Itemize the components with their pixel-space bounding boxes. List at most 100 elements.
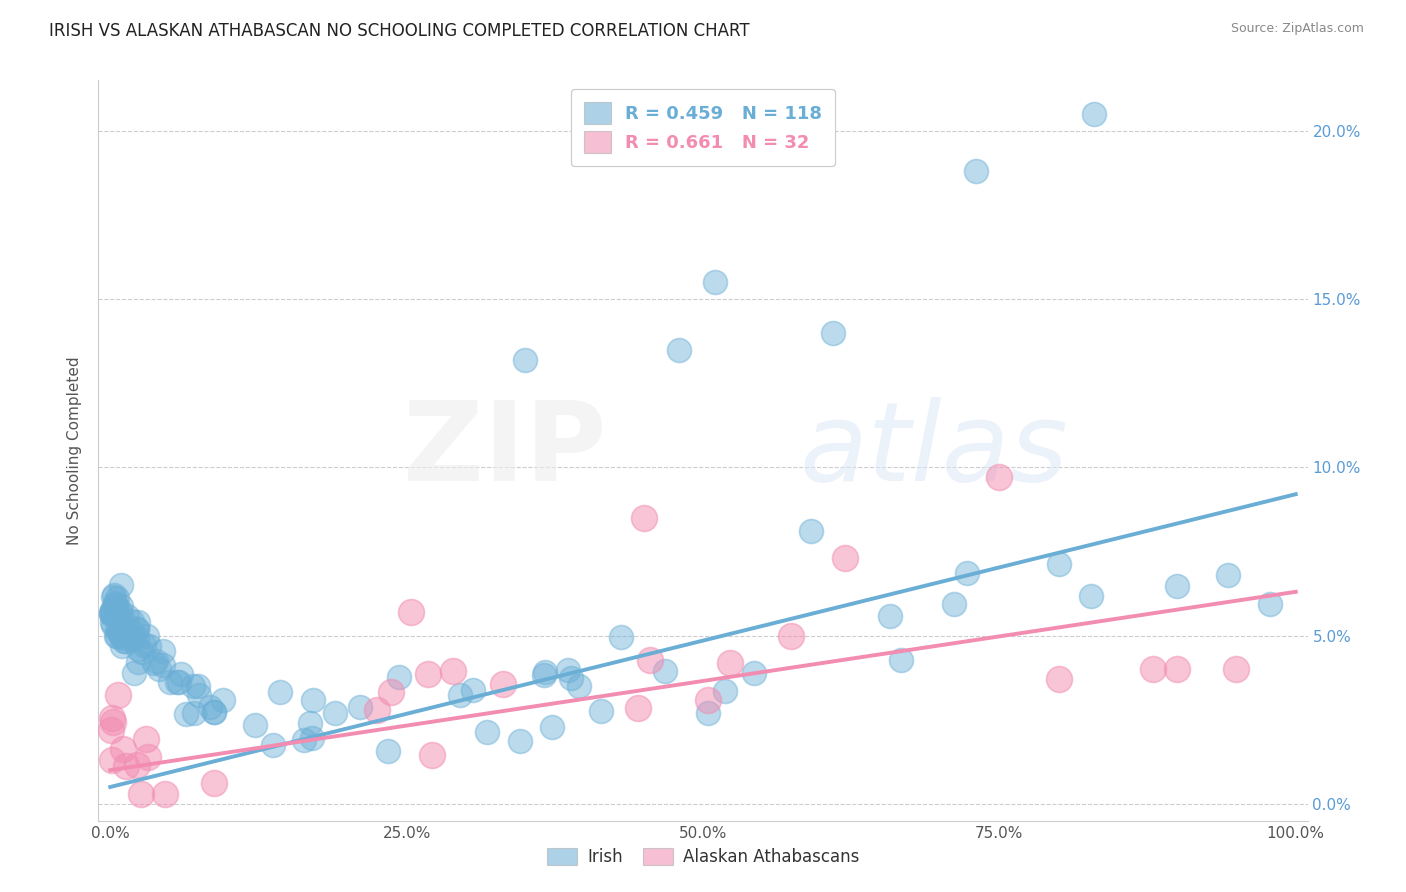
Point bbox=[568, 679, 591, 693]
Point bbox=[110, 578, 132, 592]
Point bbox=[152, 644, 174, 658]
Point bbox=[143, 656, 166, 670]
Point bbox=[879, 608, 901, 623]
Point bbox=[115, 759, 138, 773]
Point bbox=[100, 723, 122, 737]
Point bbox=[110, 599, 132, 613]
Point bbox=[956, 566, 979, 580]
Point bbox=[169, 675, 191, 690]
Point bbox=[509, 734, 531, 748]
Point bbox=[633, 510, 655, 524]
Point bbox=[145, 654, 167, 668]
Point bbox=[202, 776, 225, 790]
Point bbox=[110, 604, 132, 618]
Point bbox=[560, 671, 582, 685]
Point bbox=[890, 653, 912, 667]
Point bbox=[654, 664, 676, 678]
Point bbox=[475, 725, 498, 739]
Point bbox=[823, 326, 845, 340]
Point bbox=[420, 747, 443, 762]
Point bbox=[138, 639, 160, 653]
Point bbox=[104, 603, 127, 617]
Point bbox=[668, 343, 690, 357]
Point bbox=[127, 622, 149, 636]
Point bbox=[299, 715, 322, 730]
Point bbox=[105, 606, 128, 620]
Point bbox=[449, 688, 471, 702]
Point bbox=[103, 590, 125, 604]
Point bbox=[262, 739, 284, 753]
Point bbox=[100, 603, 122, 617]
Point bbox=[122, 665, 145, 680]
Point bbox=[101, 753, 124, 767]
Point bbox=[159, 674, 181, 689]
Point bbox=[148, 662, 170, 676]
Point bbox=[101, 607, 124, 621]
Point bbox=[101, 615, 124, 629]
Point bbox=[380, 685, 402, 699]
Point bbox=[129, 787, 152, 801]
Point bbox=[135, 629, 157, 643]
Point bbox=[292, 732, 315, 747]
Point bbox=[202, 706, 225, 720]
Point bbox=[245, 718, 267, 732]
Point bbox=[269, 685, 291, 699]
Point bbox=[202, 705, 225, 719]
Point bbox=[779, 629, 801, 643]
Point bbox=[697, 692, 720, 706]
Point bbox=[100, 607, 122, 622]
Point bbox=[105, 623, 128, 637]
Point bbox=[713, 683, 735, 698]
Point bbox=[1166, 579, 1188, 593]
Point bbox=[120, 624, 142, 639]
Point bbox=[718, 657, 741, 671]
Point bbox=[388, 670, 411, 684]
Point bbox=[112, 634, 135, 648]
Point bbox=[104, 596, 127, 610]
Point bbox=[1216, 567, 1239, 582]
Point bbox=[965, 164, 987, 178]
Point bbox=[366, 703, 388, 717]
Point bbox=[134, 638, 156, 652]
Point bbox=[121, 632, 143, 647]
Point bbox=[742, 666, 765, 681]
Point bbox=[515, 352, 537, 367]
Point bbox=[152, 658, 174, 673]
Point bbox=[110, 608, 132, 623]
Point bbox=[127, 655, 149, 669]
Point bbox=[188, 688, 211, 702]
Point bbox=[170, 667, 193, 681]
Point bbox=[533, 668, 555, 682]
Point bbox=[127, 615, 149, 629]
Point bbox=[349, 699, 371, 714]
Point bbox=[127, 632, 149, 646]
Point bbox=[627, 701, 650, 715]
Text: IRISH VS ALASKAN ATHABASCAN NO SCHOOLING COMPLETED CORRELATION CHART: IRISH VS ALASKAN ATHABASCAN NO SCHOOLING… bbox=[49, 22, 749, 40]
Point bbox=[111, 639, 134, 653]
Point bbox=[111, 742, 134, 756]
Point bbox=[105, 591, 128, 605]
Point bbox=[703, 275, 725, 289]
Point bbox=[1047, 557, 1070, 571]
Point bbox=[100, 606, 122, 620]
Point bbox=[301, 731, 323, 745]
Point bbox=[114, 634, 136, 648]
Point bbox=[105, 605, 128, 619]
Point bbox=[115, 609, 138, 624]
Point bbox=[105, 629, 128, 643]
Point bbox=[541, 720, 564, 734]
Point bbox=[988, 470, 1011, 484]
Point bbox=[461, 682, 484, 697]
Point bbox=[610, 630, 633, 644]
Point bbox=[557, 663, 579, 677]
Point bbox=[640, 653, 662, 667]
Text: ZIP: ZIP bbox=[404, 397, 606, 504]
Point bbox=[127, 758, 149, 772]
Legend: Irish, Alaskan Athabascans: Irish, Alaskan Athabascans bbox=[538, 840, 868, 875]
Point bbox=[1083, 107, 1105, 121]
Point bbox=[800, 524, 823, 539]
Point bbox=[534, 665, 557, 680]
Point bbox=[1225, 662, 1247, 676]
Point bbox=[166, 674, 188, 689]
Legend: R = 0.459   N = 118, R = 0.661   N = 32: R = 0.459 N = 118, R = 0.661 N = 32 bbox=[571, 89, 835, 166]
